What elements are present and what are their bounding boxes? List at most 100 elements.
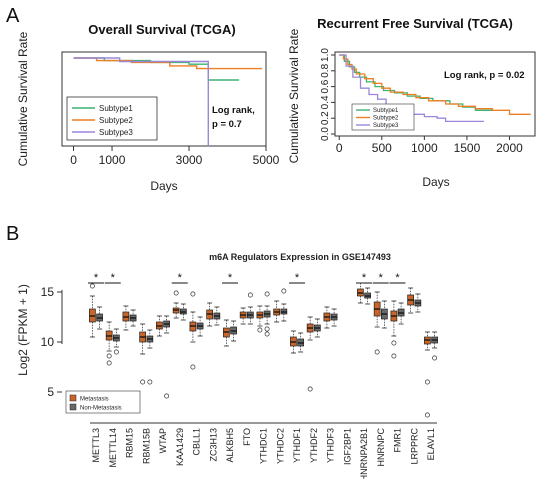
outlier-point bbox=[391, 353, 397, 359]
outlier-point bbox=[147, 379, 153, 385]
survival-curve-2 bbox=[339, 54, 531, 115]
y-axis-label: Cumulative Survival Rate bbox=[287, 28, 301, 163]
y-tick-label: 0.4 bbox=[320, 95, 331, 109]
x-tick-label: 0 bbox=[70, 153, 77, 167]
recurrent-free-survival-chart: Recurrent Free Survival (TCGA) 0 500 1000 1… bbox=[287, 16, 536, 189]
logrank-annotation: Log rank, p = 0.02 bbox=[444, 70, 525, 81]
outlier-point bbox=[164, 393, 170, 399]
outlier-point bbox=[257, 327, 263, 333]
significance-star: * bbox=[295, 272, 300, 284]
outlier-point bbox=[89, 283, 95, 289]
category-label: IGF2BP1 bbox=[342, 428, 352, 465]
category-label: YTHDC1 bbox=[259, 428, 269, 464]
outlier-point bbox=[173, 290, 179, 296]
overall-survival-chart: Overall Survival (TCGA) 0 1000 3000 5000 Da… bbox=[16, 22, 280, 193]
category-label: ZC3H13 bbox=[208, 428, 218, 462]
y-tick-label: 15 bbox=[41, 285, 55, 299]
significance-star: * bbox=[395, 272, 400, 284]
legend-label: Subtype3 bbox=[373, 123, 399, 129]
plot-frame bbox=[61, 51, 267, 147]
outlier-point bbox=[374, 349, 380, 355]
panel-label-a: A bbox=[6, 5, 20, 27]
survival-curves bbox=[73, 57, 263, 146]
category-label: METTL3 bbox=[91, 428, 101, 463]
outlier-point bbox=[432, 355, 438, 361]
category-label: ELAVL1 bbox=[426, 428, 436, 460]
y-tick-label: 5 bbox=[47, 385, 54, 399]
y-tick-label: 0.0 bbox=[320, 127, 331, 141]
x-tick-label: 1000 bbox=[411, 141, 438, 155]
significance-markers: * * * * * * * * bbox=[88, 272, 406, 284]
legend-label: Non-Metastasis bbox=[80, 406, 122, 412]
category-label: YTHDC2 bbox=[275, 428, 285, 464]
x-tick-label: 3000 bbox=[176, 153, 203, 167]
outlier-point bbox=[247, 292, 253, 298]
y-axis-label: Log2 (FPKM + 1) bbox=[16, 284, 30, 376]
x-axis-label: Days bbox=[150, 179, 177, 193]
chart-title: Overall Survival (TCGA) bbox=[88, 22, 235, 37]
legend-swatch bbox=[69, 403, 77, 411]
chart-title: Recurrent Free Survival (TCGA) bbox=[317, 16, 513, 31]
axes: 5 10 15 bbox=[41, 285, 437, 424]
significance-star: * bbox=[228, 272, 233, 284]
logrank-line-1: Log rank, bbox=[212, 105, 255, 116]
y-tick-label: 0.8 bbox=[320, 63, 331, 77]
significance-star: * bbox=[94, 272, 99, 284]
outlier-point bbox=[190, 291, 196, 297]
outlier-point bbox=[190, 364, 196, 370]
axes: 0 500 1000 1500 2000 0.0 0.2 0.4 0.6 0.81.0 bbox=[320, 48, 523, 155]
panel-label-b: B bbox=[6, 223, 19, 245]
outlier-point bbox=[106, 360, 112, 366]
outlier-point bbox=[140, 379, 146, 385]
x-tick-label: 1500 bbox=[454, 141, 481, 155]
category-label: YTHDF2 bbox=[309, 428, 319, 463]
survival-curve-3 bbox=[73, 57, 209, 146]
category-label: HNRNPC bbox=[376, 428, 386, 467]
survival-curve-3 bbox=[339, 54, 484, 123]
survival-curve-2 bbox=[73, 57, 263, 70]
category-label: LRPPRC bbox=[409, 428, 419, 465]
x-tick-label: 5000 bbox=[253, 153, 280, 167]
outlier-point bbox=[113, 349, 119, 355]
category-label: RBM15 bbox=[125, 428, 135, 458]
category-label: ALKBH5 bbox=[225, 428, 235, 463]
category-label: HNRNPA2B1 bbox=[359, 428, 369, 479]
category-label: KAA1429 bbox=[175, 428, 185, 466]
y-tick-label: 1.0 bbox=[320, 48, 331, 62]
legend-label: Subtype2 bbox=[373, 116, 399, 122]
outlier-point bbox=[424, 412, 430, 418]
outlier-point bbox=[424, 379, 430, 385]
outlier-point bbox=[264, 331, 270, 337]
significance-star: * bbox=[111, 272, 116, 284]
boxes bbox=[89, 282, 438, 418]
legend-label: Subtype2 bbox=[99, 116, 133, 125]
y-tick-label: 10 bbox=[41, 335, 55, 349]
survival-curve-1 bbox=[339, 54, 493, 111]
outlier-point bbox=[264, 291, 270, 297]
legend: Metastasis Non-Metastasis bbox=[65, 390, 141, 414]
category-label: FTO bbox=[242, 428, 252, 446]
plot-frame bbox=[334, 51, 536, 137]
significance-star: * bbox=[379, 272, 384, 284]
category-label: YTHDF1 bbox=[292, 428, 302, 463]
x-tick-label: 0 bbox=[336, 141, 343, 155]
legend-box bbox=[65, 390, 141, 414]
legend-label: Subtype1 bbox=[99, 104, 133, 113]
category-label: WTAP bbox=[158, 428, 168, 453]
outlier-point bbox=[391, 340, 397, 346]
chart-title: m6A Regulators Expression in GSE147493 bbox=[209, 252, 391, 262]
x-axis: 0 1000 3000 5000 bbox=[70, 146, 280, 167]
outlier-point bbox=[307, 386, 313, 392]
legend-swatch bbox=[69, 394, 77, 402]
category-label: FMR1 bbox=[393, 428, 403, 453]
category-label: YTHDF3 bbox=[326, 428, 336, 463]
category-labels: METTL3 METTL14 RBM15 RBM15B WTAP KAA1429 CBLL1… bbox=[91, 428, 436, 479]
logrank-line-2: p = 0.7 bbox=[212, 119, 242, 130]
legend-label: Metastasis bbox=[80, 397, 109, 403]
category-label: CBLL1 bbox=[192, 428, 202, 456]
x-axis-label: Days bbox=[422, 175, 449, 189]
survival-curves bbox=[339, 54, 531, 123]
y-tick-label: 0.6 bbox=[320, 79, 331, 93]
